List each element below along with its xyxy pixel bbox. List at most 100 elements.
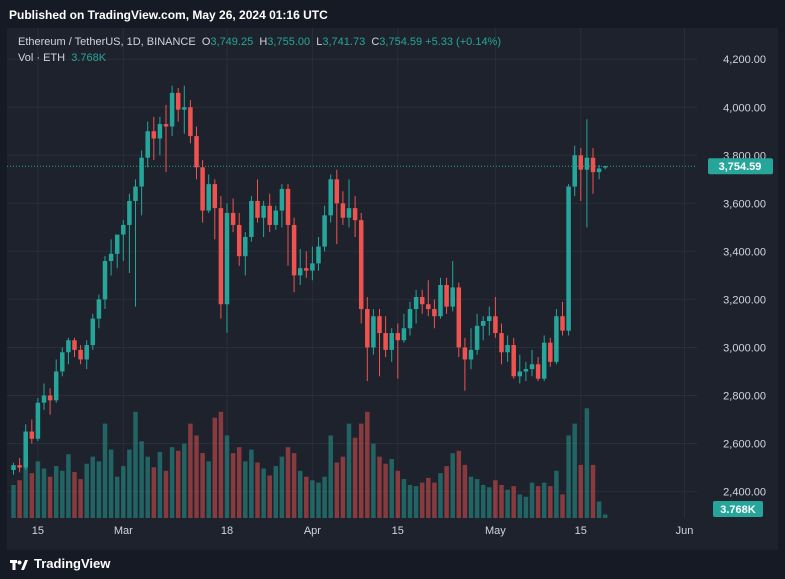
volume-bar <box>84 463 89 518</box>
volume-bar <box>444 466 449 518</box>
candle-body <box>96 299 102 319</box>
volume-bar <box>468 476 474 518</box>
volume-bar <box>304 476 309 518</box>
candle-body <box>285 188 291 225</box>
volume-bar <box>316 482 321 518</box>
candle-body <box>413 297 419 310</box>
y-tick-label: 4,000.00 <box>723 102 766 114</box>
candle-body <box>102 260 108 300</box>
candle-body <box>194 136 199 168</box>
candle-body <box>535 364 541 379</box>
volume-bar <box>78 479 83 518</box>
volume-bar <box>535 486 541 518</box>
volume-bar <box>383 463 388 518</box>
volume-bar <box>157 451 163 518</box>
last-volume-label: 3.768K <box>720 504 756 516</box>
bottom-bar: TradingView <box>0 550 785 579</box>
volume-label[interactable]: Vol · ETH <box>18 52 66 64</box>
ohlc-legend: Ethereum / TetherUS, 1D, BINANCE O3,749.… <box>18 36 501 48</box>
candle-body <box>377 316 382 334</box>
open-label: O <box>201 36 211 48</box>
volume-bar <box>578 464 584 518</box>
candle-body <box>517 371 523 377</box>
candle-body <box>371 316 376 348</box>
candle-body <box>23 431 28 468</box>
candle-body <box>334 179 340 204</box>
volume-bar <box>419 482 425 518</box>
candle-body <box>505 345 510 353</box>
candle-body <box>426 304 431 310</box>
candle-body <box>480 321 486 326</box>
candle-body <box>249 200 254 237</box>
candle-body <box>358 220 364 310</box>
candle-body <box>383 333 388 350</box>
tradingview-brand[interactable]: TradingView <box>10 556 110 571</box>
volume-bar <box>169 447 175 518</box>
volume-bar <box>114 476 120 518</box>
candle-body <box>401 328 407 341</box>
low-label: L <box>316 36 323 48</box>
volume-bar <box>127 449 132 518</box>
volume-bar <box>224 435 230 518</box>
x-tick-label: Apr <box>304 525 321 537</box>
volume-bar <box>505 489 510 518</box>
volume-bar <box>358 423 364 518</box>
high-value: 3,755.00 <box>267 36 311 48</box>
candle-body <box>200 167 205 211</box>
high-label: H <box>259 36 268 48</box>
volume-bar <box>285 447 291 518</box>
candle-body <box>279 188 285 211</box>
volume-bar <box>499 484 504 518</box>
close-label: C <box>371 36 380 48</box>
volume-bar <box>340 456 346 518</box>
y-tick-label: 3,400.00 <box>723 246 766 258</box>
chart-area[interactable]: 2,400.00 2,600.00 2,800.00 3,000.00 3,200.00… <box>7 28 778 550</box>
candle-body <box>499 333 504 353</box>
volume-bar <box>487 487 492 518</box>
candle-body <box>578 155 584 170</box>
volume-bar <box>297 470 303 518</box>
volume-bar <box>523 496 529 518</box>
volume-bar <box>462 464 468 518</box>
volume-bar <box>566 435 571 518</box>
candle-body <box>560 316 565 331</box>
volume-bar <box>334 462 340 518</box>
candle-body <box>90 318 96 346</box>
candle-body <box>72 340 77 350</box>
tradingview-brand-name: TradingView <box>34 556 111 571</box>
candle-body <box>596 168 602 173</box>
candle-body <box>511 345 516 377</box>
volume-bar <box>41 468 47 518</box>
candle-body <box>584 157 590 170</box>
candle-body <box>163 124 169 127</box>
volume-bar <box>438 473 443 518</box>
volume-bar <box>35 461 41 518</box>
candle-body <box>11 465 16 470</box>
volume-bar <box>96 461 102 518</box>
price-chart[interactable]: 2,400.00 2,600.00 2,800.00 3,000.00 3,200.00… <box>7 28 778 550</box>
candle-body <box>541 342 547 379</box>
symbol-label[interactable]: Ethereum / TetherUS, 1D, BINANCE <box>18 36 196 48</box>
candle-body <box>127 200 132 225</box>
volume-bar <box>182 443 187 518</box>
candle-body <box>243 236 248 257</box>
candle-body <box>157 124 163 139</box>
x-tick-label: Jun <box>676 525 694 537</box>
y-tick-label: 2,800.00 <box>723 391 766 403</box>
volume-bar <box>602 514 608 518</box>
candle-body <box>566 186 571 331</box>
candle-body <box>78 349 83 360</box>
volume-bar <box>139 441 144 518</box>
volume-bar <box>200 453 205 518</box>
volume-bar <box>310 480 315 518</box>
volume-bar <box>230 453 236 518</box>
volume-bar <box>365 411 370 518</box>
volume-bar <box>261 468 266 518</box>
volume-bar <box>279 456 285 518</box>
candle-body <box>151 131 157 139</box>
volume-bar <box>377 456 382 518</box>
volume-bar <box>273 466 279 518</box>
candle-body <box>438 285 443 317</box>
candle-body <box>529 364 535 370</box>
candle-body <box>419 297 425 305</box>
